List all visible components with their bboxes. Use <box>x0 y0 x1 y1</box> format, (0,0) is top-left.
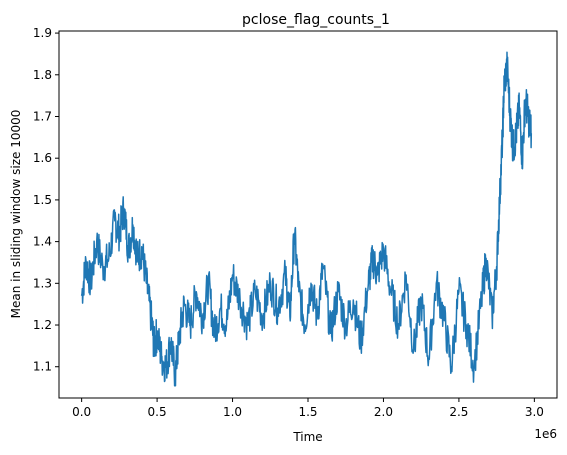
y-axis-label: Mean in sliding window size 10000 <box>9 110 23 319</box>
x-tick-label: 1.5 <box>298 405 317 419</box>
chart-title: pclose_flag_counts_1 <box>242 12 390 28</box>
x-tick-label: 0.0 <box>72 405 91 419</box>
y-axis: 1.1 1.2 1.3 1.4 1.5 1.6 1.7 1.8 1.9 <box>33 26 59 374</box>
y-tick-label: 1.9 <box>33 26 52 40</box>
x-tick-label: 3.0 <box>525 405 544 419</box>
y-tick-label: 1.3 <box>33 276 52 290</box>
plot-area <box>80 51 533 387</box>
x-axis: 0.0 0.5 1.0 1.5 2.0 2.5 3.0 <box>72 398 544 419</box>
x-offset-label: 1e6 <box>534 427 557 441</box>
x-tick-label: 0.5 <box>148 405 167 419</box>
y-tick-label: 1.1 <box>33 360 52 374</box>
x-tick-label: 1.0 <box>223 405 242 419</box>
y-tick-label: 1.8 <box>33 68 52 82</box>
y-tick-label: 1.5 <box>33 193 52 207</box>
x-tick-label: 2.0 <box>374 405 393 419</box>
y-tick-label: 1.4 <box>33 235 52 249</box>
series-line-0 <box>80 51 533 387</box>
y-tick-label: 1.7 <box>33 109 52 123</box>
x-tick-label: 2.5 <box>449 405 468 419</box>
x-axis-label: Time <box>292 430 322 444</box>
y-tick-label: 1.6 <box>33 151 52 165</box>
y-tick-label: 1.2 <box>33 318 52 332</box>
